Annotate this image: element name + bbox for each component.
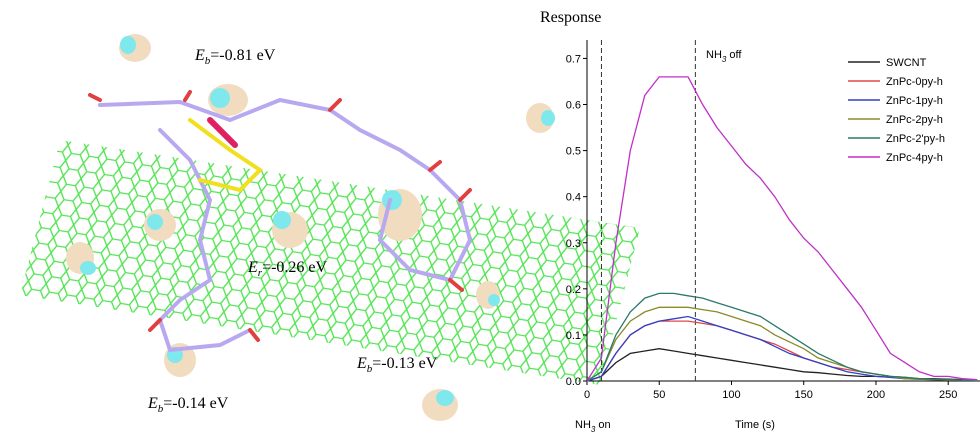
energy-label: Er=-0.26 eV xyxy=(247,259,328,279)
x-tick-label: 50 xyxy=(653,389,665,401)
legend-label: ZnPc-1py-h xyxy=(886,95,943,107)
molecules xyxy=(88,90,473,353)
x-axis-label: Time (s) xyxy=(735,419,775,431)
label-part: NH xyxy=(575,419,591,431)
y-tick-label: 0.2 xyxy=(566,284,581,296)
y-tick-label: 0.6 xyxy=(566,100,581,112)
y-tick-label: 0.4 xyxy=(566,192,581,204)
energy-label: Eb=-0.14 eV xyxy=(147,395,229,415)
legend-label: ZnPc-2py-h xyxy=(886,114,943,126)
series-line xyxy=(587,348,978,382)
y-axis-label: Response xyxy=(540,9,601,26)
label-part: 3 xyxy=(722,55,727,64)
label-part: E xyxy=(194,47,205,64)
label-part: =-0.14 eV xyxy=(163,395,228,412)
y-tick-label: 0.0 xyxy=(566,376,581,388)
x-tick-label: 250 xyxy=(939,389,957,401)
series-line xyxy=(587,306,978,382)
nanotube xyxy=(20,140,640,385)
y-tick-label: 0.1 xyxy=(566,330,581,342)
label-part: E xyxy=(356,355,367,372)
energy-label: Eb=-0.81 eV xyxy=(194,47,276,67)
y-tick-label: 0.7 xyxy=(566,53,581,65)
x-tick-label: 0 xyxy=(584,389,590,401)
label-part: on xyxy=(595,419,610,431)
label-part: E xyxy=(147,395,158,412)
label-part: NH xyxy=(706,49,722,61)
event-label: NH3 off xyxy=(706,49,742,64)
x-tick-label: 100 xyxy=(722,389,740,401)
label-part: b xyxy=(158,403,164,415)
series-line xyxy=(587,76,978,382)
label-part: =-0.26 eV xyxy=(262,259,327,276)
legend-label: ZnPc-4py-h xyxy=(886,152,943,164)
y-tick-label: 0.5 xyxy=(566,146,581,158)
label-part: b xyxy=(205,55,211,67)
legend-label: ZnPc-2'py-h xyxy=(886,133,945,145)
label-part: =-0.81 eV xyxy=(210,47,275,64)
y-tick-label: 0.3 xyxy=(566,238,581,250)
label-part: b xyxy=(367,363,373,375)
label-part: off xyxy=(726,49,742,61)
event-label: NH3 on xyxy=(575,419,611,434)
legend-label: ZnPc-0py-h xyxy=(886,76,943,88)
energy-label: Eb=-0.13 eV xyxy=(356,355,438,375)
legend-label: SWCNT xyxy=(886,57,927,69)
chart: 0.0 0.1 0.2 0.3 0.4 0.5 0.6 0.7 0 50 100 150 200 250 R… xyxy=(540,9,980,434)
x-tick-label: 200 xyxy=(867,389,885,401)
label-part: E xyxy=(247,259,258,276)
label-part: 3 xyxy=(591,425,596,434)
x-tick-label: 150 xyxy=(795,389,813,401)
series-line xyxy=(587,292,978,382)
label-part: =-0.13 eV xyxy=(372,355,437,372)
label-part: r xyxy=(258,267,263,279)
